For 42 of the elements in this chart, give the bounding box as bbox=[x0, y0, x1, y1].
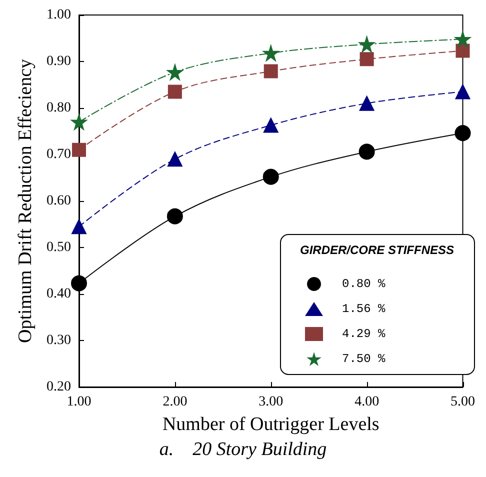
point bbox=[166, 208, 183, 224]
y-tick-label: 0.30 bbox=[46, 333, 71, 348]
point bbox=[358, 36, 375, 52]
point bbox=[262, 45, 279, 62]
point bbox=[264, 64, 278, 78]
y-tick-label: 0.90 bbox=[46, 54, 71, 69]
y-tick-label: 0.20 bbox=[46, 380, 71, 394]
text: a. 20 Story Building bbox=[159, 439, 327, 460]
point bbox=[71, 114, 87, 130]
y-tick-label: 0.50 bbox=[46, 240, 71, 255]
point bbox=[262, 168, 279, 185]
point bbox=[358, 144, 375, 160]
x-tick-label: 4.00 bbox=[354, 394, 380, 410]
x-axis-title: Number of Outrigger Levels bbox=[162, 414, 380, 435]
point bbox=[72, 142, 86, 157]
point bbox=[166, 64, 183, 80]
y-axis-title: Optimum Drift Reduction Effeciency bbox=[15, 58, 36, 344]
legend-label: 4.29 % bbox=[342, 327, 386, 341]
x-tick-label: 1.00 bbox=[66, 394, 92, 410]
y-tick-label: 0.70 bbox=[46, 147, 71, 162]
x-tick-label: 2.00 bbox=[162, 394, 188, 410]
legend-label: 0.80 % bbox=[342, 277, 386, 291]
point bbox=[71, 275, 87, 292]
point bbox=[72, 219, 86, 234]
point bbox=[359, 96, 374, 111]
y-tick-label: 0.60 bbox=[46, 194, 71, 208]
point bbox=[263, 118, 278, 133]
x-tick-label: 5.00 bbox=[450, 394, 475, 410]
point bbox=[168, 84, 182, 99]
y-tick-label: 0.40 bbox=[46, 286, 71, 302]
point bbox=[456, 44, 470, 58]
x-tick-label: 3.00 bbox=[258, 394, 284, 410]
y-tick-label: 1.00 bbox=[46, 8, 71, 22]
legend-label: 1.56 % bbox=[342, 302, 386, 316]
point bbox=[360, 52, 374, 66]
point bbox=[455, 84, 470, 100]
point bbox=[167, 152, 182, 167]
legend-title: GIRDER/CORE STIFFNESS bbox=[300, 243, 454, 257]
y-tick-label: 0.80 bbox=[46, 100, 71, 116]
point bbox=[454, 31, 471, 48]
point bbox=[454, 125, 471, 142]
legend-label: 7.50 % bbox=[342, 352, 386, 366]
